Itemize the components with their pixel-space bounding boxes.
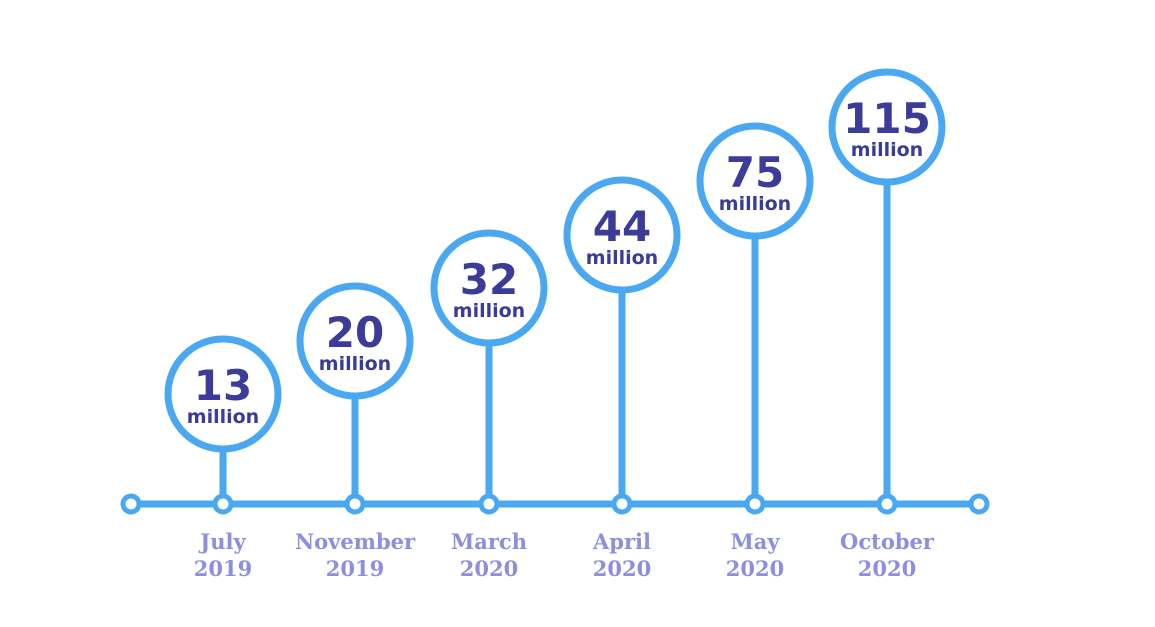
milestone-bubble [828,68,946,186]
axis-end-node [968,493,990,515]
milestone-bubble [296,282,414,400]
timeline-milestones: 13millionJuly201920millionNovember201932… [164,68,946,581]
milestone-value: 32 [460,255,518,304]
milestone-bubble [563,176,681,294]
milestone-year: 2019 [326,556,384,581]
milestone-axis-node [212,493,234,515]
milestone-value: 115 [843,94,931,143]
milestone-axis-node [876,493,898,515]
milestone-value: 44 [593,202,651,251]
milestone-unit: million [319,353,391,375]
milestone-month: March [451,529,527,554]
milestone-unit: million [586,247,658,269]
milestone-year: 2020 [460,556,518,581]
milestone-month: May [730,529,780,554]
milestone-unit: million [719,193,791,215]
milestone-month: July [198,529,246,554]
milestone-month: November [295,529,416,554]
milestone-value: 13 [194,361,252,410]
milestone-axis-node [478,493,500,515]
milestone-year: 2020 [726,556,784,581]
milestone-bubble [430,229,548,347]
milestone-unit: million [453,300,525,322]
milestone-value: 75 [726,148,784,197]
milestone-year: 2019 [194,556,252,581]
milestone-axis-node [744,493,766,515]
milestone-bubble [696,122,814,240]
milestone-month: October [840,529,935,554]
milestone-unit: million [851,139,923,161]
milestone-year: 2020 [858,556,916,581]
milestone-year: 2020 [593,556,651,581]
timeline-axis [120,493,990,515]
milestone-month: April [592,529,651,554]
milestone-axis-node [344,493,366,515]
milestone-unit: million [187,406,259,428]
axis-start-node [120,493,142,515]
milestone-value: 20 [326,308,384,357]
milestone-axis-node [611,493,633,515]
milestone-bubble [164,335,282,453]
